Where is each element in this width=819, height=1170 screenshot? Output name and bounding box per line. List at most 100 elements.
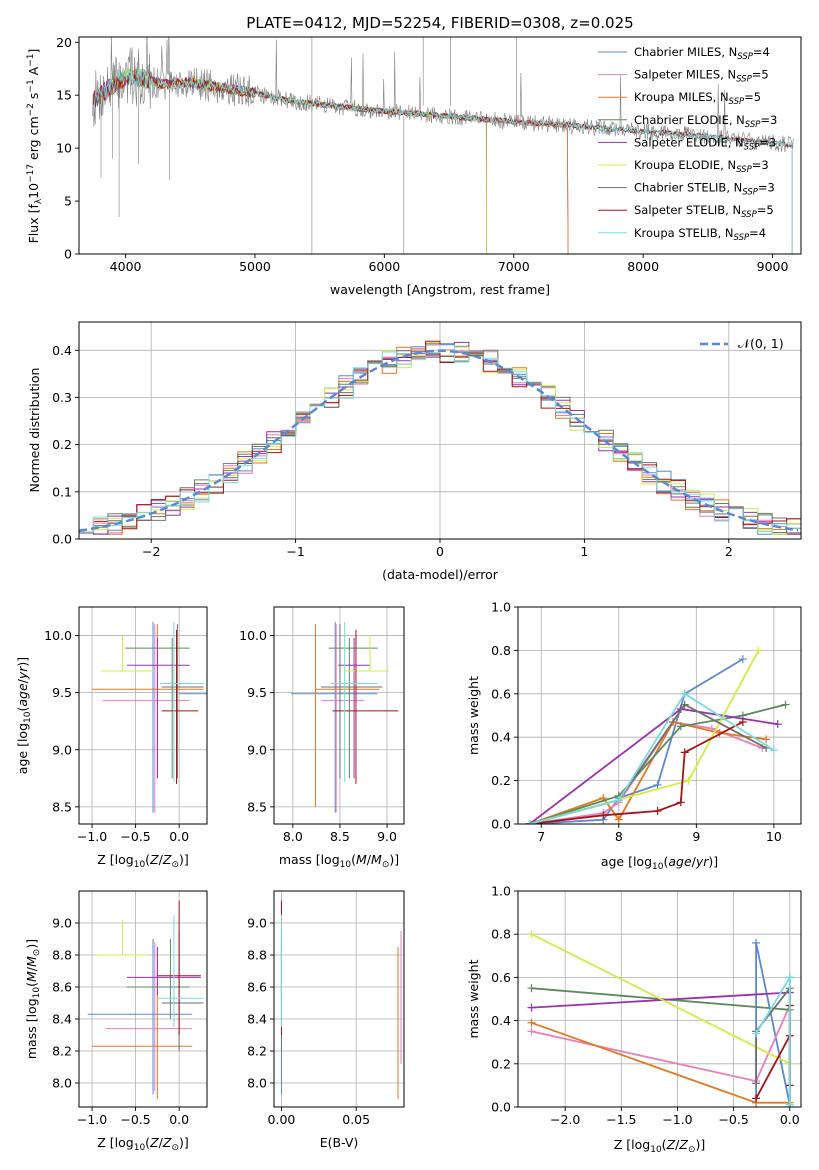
y-tick-label: 0.0 [52, 532, 72, 547]
x-tick-label: −0.5 [718, 1112, 748, 1127]
y-tick-label: 8.4 [247, 1012, 267, 1027]
x-tick-label: −2.0 [550, 1112, 580, 1127]
x-tick-label: 9000 [757, 259, 789, 274]
y-axis-label: mass weight [466, 676, 481, 755]
y-tick-label: 0.8 [491, 643, 511, 658]
y-tick-label: 0.2 [491, 773, 511, 788]
axes-frame: −1.0 −0.5 0.0 8.5 9.0 9.5 10.0 age [log10(age/y… [15, 606, 208, 870]
y-tick-label: 0.2 [52, 437, 72, 452]
model-line-salpeter-miles [92, 68, 569, 254]
x-axis-label: E(B-V) [320, 1135, 359, 1150]
y-tick-label: 0.2 [491, 1056, 511, 1071]
x-axis-label: age [log10(age/yr)] [601, 854, 718, 872]
weight-line-kroupa-miles [529, 720, 767, 824]
gaussian-curve [79, 349, 799, 532]
y-axis-label: age [log10(age/yr)] [15, 657, 33, 774]
legend-label: Chabrier STELIB, NSSP=3 [634, 181, 775, 198]
x-tick-label: 8 [615, 829, 623, 844]
y-tick-label: 8.8 [52, 948, 72, 963]
x-tick-label: −0.5 [120, 829, 150, 844]
axes-frame: −2.0 −1.5 −1.0 −0.5 0.0 0.0 0.2 0.4 0.6 0.8 1.0 mas… [466, 884, 802, 1155]
chart-age_vs_Z: −1.0 −0.5 0.0 8.5 9.0 9.5 10.0 age [log10(age/y… [15, 606, 208, 870]
weight-marker [738, 718, 747, 727]
plot-area [527, 930, 794, 1107]
y-tick-label: 0.8 [491, 927, 511, 942]
weight-line-kroupa-stelib [529, 692, 775, 824]
y-tick-label: 8.4 [52, 1012, 72, 1027]
y-tick-label: 5 [64, 194, 72, 209]
weight-marker [781, 700, 790, 709]
x-tick-label: 10 [766, 829, 782, 844]
chart-age_vs_mass: 8.0 8.5 9.0 8.5 9.0 9.5 10.0 mass [log10(M/M⊙)] [239, 606, 405, 870]
weight-marker [785, 973, 794, 982]
weight-line-kroupa-elodie [531, 933, 791, 1065]
weight-marker [525, 820, 534, 824]
weight-marker [785, 1100, 794, 1107]
weight-marker [527, 984, 536, 993]
y-tick-label: 0.4 [52, 343, 72, 358]
y-axis-label: Normed distribution [27, 368, 42, 493]
axes-spine [78, 890, 208, 1108]
plot-area [92, 37, 794, 254]
x-tick-label: 0.0 [169, 1112, 189, 1127]
x-tick-label: 7000 [498, 259, 530, 274]
axes-frame: −2 −1 0 1 2 0.0 0.1 0.2 0.3 0.4 𝒩(0, 1) Normed dist… [27, 321, 802, 582]
x-axis-label: Z [log10(Z/Z⊙)] [97, 1135, 189, 1153]
weight-marker [527, 1003, 536, 1012]
x-tick-label: −2 [142, 544, 160, 559]
legend-label-gaussian: 𝒩(0, 1) [738, 336, 784, 351]
y-tick-label: 8.0 [52, 1076, 72, 1091]
y-tick-label: 10.0 [44, 628, 72, 643]
y-axis-label: Flux [fλ10−17 erg cm−2 s−1 A−1] [26, 49, 44, 244]
weight-marker [752, 1094, 761, 1103]
axes-frame: −1.0 −0.5 0.0 8.0 8.2 8.4 8.6 8.8 9.0 mass [log10… [24, 890, 208, 1153]
chart-mass_vs_EBV: 0.00 0.05 8.0 8.2 8.4 8.6 8.8 9.0 E(B-V) [247, 890, 405, 1150]
weight-marker [680, 748, 689, 757]
y-tick-label: 9.0 [52, 742, 72, 757]
chart-spectrum: 4000 5000 6000 7000 8000 9000 0 5 10 15 20 Chabrier… [26, 35, 802, 297]
y-tick-label: 0.6 [491, 686, 511, 701]
x-tick-label: −0.5 [120, 1112, 150, 1127]
weight-marker [653, 806, 662, 815]
axes-spine [517, 606, 802, 825]
x-tick-label: 4000 [110, 259, 142, 274]
weight-marker [676, 722, 685, 731]
legend-label: Salpeter MILES, NSSP=5 [634, 68, 769, 85]
y-tick-label: 0.0 [491, 817, 511, 832]
weight-marker [676, 798, 685, 807]
y-tick-label: 8.5 [52, 799, 72, 814]
y-tick-label: 0.3 [52, 390, 72, 405]
axes-frame: 0.00 0.05 8.0 8.2 8.4 8.6 8.8 9.0 E(B-V) [247, 890, 405, 1150]
y-tick-label: 8.8 [247, 948, 267, 963]
legend-label: Chabrier ELODIE, NSSP=3 [634, 113, 777, 130]
y-tick-label: 9.0 [52, 916, 72, 931]
y-tick-label: 8.6 [52, 980, 72, 995]
weight-line-salpeter-miles [531, 1005, 791, 1083]
model-line-kroupa-miles [92, 66, 569, 254]
y-tick-label: 1.0 [491, 884, 511, 899]
weight-line-chabrier-miles [529, 658, 744, 824]
legend-label: Kroupa MILES, NSSP=5 [634, 90, 761, 107]
chart-residuals: −2 −1 0 1 2 0.0 0.1 0.2 0.3 0.4 𝒩(0, 1) Normed dist… [27, 321, 802, 582]
x-tick-label: 5000 [239, 259, 271, 274]
y-tick-label: 8.5 [247, 799, 267, 814]
x-tick-label: 0.0 [169, 829, 189, 844]
weight-marker [769, 746, 778, 755]
weight-marker [680, 700, 689, 709]
x-tick-label: 0.05 [342, 1112, 370, 1127]
y-tick-label: 0.6 [491, 970, 511, 985]
x-tick-label: 2 [725, 544, 733, 559]
model-line-kroupa-stelib [92, 67, 793, 254]
y-tick-label: 8.2 [247, 1044, 267, 1059]
plot-area [280, 900, 402, 1099]
x-tick-label: 1 [580, 544, 588, 559]
weight-marker [599, 811, 608, 820]
x-axis-label: (data-model)/error [382, 567, 499, 582]
x-tick-label: 9.0 [377, 829, 397, 844]
legend-label: Salpeter STELIB, NSSP=5 [634, 203, 774, 220]
x-axis-label: mass [log10(M/M⊙)] [279, 852, 399, 870]
weight-marker [614, 796, 623, 805]
y-tick-label: 8.2 [52, 1044, 72, 1059]
plot-area [92, 621, 207, 813]
